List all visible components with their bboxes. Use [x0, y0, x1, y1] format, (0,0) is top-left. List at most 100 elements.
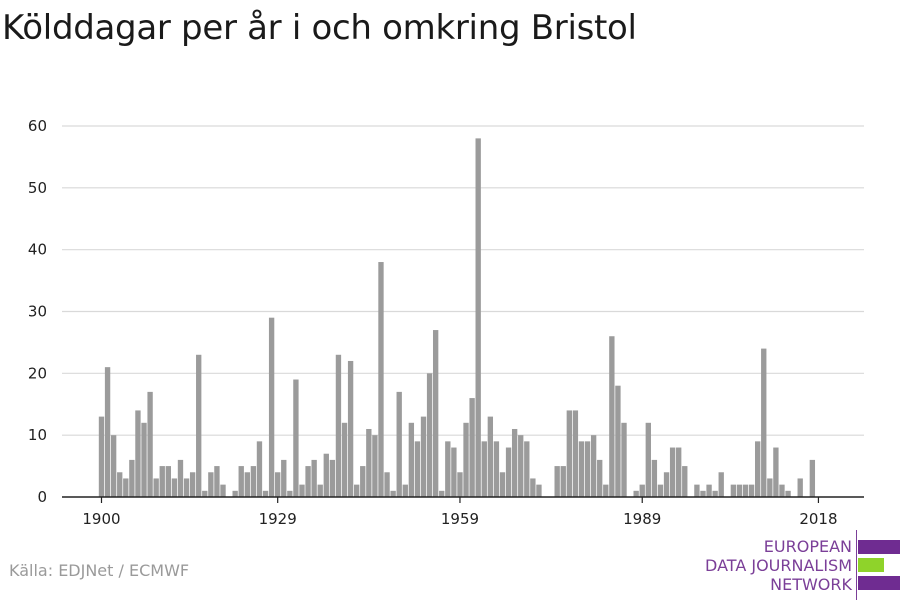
bar-2017: [809, 459, 816, 497]
bar-1925: [250, 466, 257, 497]
bar-1953: [420, 416, 427, 497]
bar-1981: [590, 435, 597, 497]
chart-title: Kölddagar per år i och omkring Bristol: [2, 8, 637, 48]
bar-1932: [293, 379, 299, 497]
source-note: Källa: EDJNet / ECMWF: [9, 561, 190, 580]
bar-1917: [202, 490, 208, 497]
y-tick-label-10: 10: [28, 426, 47, 444]
bar-1967: [505, 447, 512, 497]
bar-1943: [360, 466, 366, 497]
bar-1962: [475, 138, 481, 497]
bar-1994: [669, 447, 676, 497]
bar-1905: [129, 459, 135, 497]
logo-bar-green: [858, 558, 884, 572]
grid-lines: [62, 125, 864, 436]
bar-1929: [275, 472, 281, 497]
bar-2011: [773, 447, 779, 497]
bar-1937: [323, 453, 329, 497]
bar-1914: [183, 478, 190, 497]
x-tick-label-1959: 1959: [441, 510, 479, 528]
logo-text-european: EUROPEAN: [763, 537, 852, 556]
bar-1988: [633, 490, 639, 497]
y-tick-label-20: 20: [28, 364, 47, 382]
bar-1985: [615, 385, 621, 497]
bar-2000: [706, 484, 712, 497]
bar-1976: [560, 466, 566, 497]
bar-2007: [748, 484, 755, 497]
bar-1966: [499, 472, 506, 497]
bar-1970: [524, 441, 530, 497]
bar-2008: [755, 441, 761, 497]
bar-1977: [566, 410, 572, 497]
x-tick-labels: 1900 1929 1959 1989 2018: [82, 497, 838, 528]
bar-2009: [761, 348, 767, 497]
bar-1948: [390, 490, 396, 497]
bar-1920: [220, 484, 226, 497]
bar-1930: [281, 459, 287, 497]
logo-text-data-journalism: DATA JOURNALISM: [705, 556, 852, 575]
bar-1998: [694, 484, 700, 497]
bar-1911: [165, 466, 171, 497]
y-tick-label-60: 60: [28, 117, 47, 135]
bar-1964: [487, 416, 494, 497]
bar-1996: [682, 466, 688, 497]
bar-1990: [645, 422, 651, 497]
bar-1944: [366, 428, 372, 497]
logo-text-network: NETWORK: [770, 575, 852, 594]
bar-2005: [736, 484, 743, 497]
bar-1993: [663, 472, 670, 497]
bar-1915: [189, 472, 196, 497]
bar-1916: [196, 354, 202, 497]
bar-2001: [712, 490, 718, 497]
bar-1961: [469, 398, 475, 497]
bar-1939: [335, 354, 342, 497]
bar-1946: [378, 262, 384, 497]
bar-1933: [299, 484, 305, 497]
logo-bar-purple-bottom: [858, 576, 900, 590]
bar-1991: [651, 459, 658, 497]
bar-1995: [676, 447, 682, 497]
bar-1931: [287, 490, 293, 497]
bar-1983: [603, 484, 609, 497]
bar-1901: [104, 367, 111, 497]
bar-1919: [214, 466, 220, 497]
bar-1935: [311, 459, 317, 497]
bar-1923: [238, 466, 244, 497]
bar-1982: [597, 459, 603, 497]
bars: [98, 138, 816, 497]
bar-1924: [244, 472, 250, 497]
bar-1952: [414, 441, 421, 497]
bar-1960: [463, 422, 469, 497]
bar-1972: [536, 484, 542, 497]
bar-1908: [147, 391, 153, 497]
bar-1940: [341, 422, 348, 497]
bar-1927: [262, 490, 269, 497]
bar-1968: [511, 428, 518, 497]
bar-2015: [797, 478, 803, 497]
y-tick-labels: 0 10 20 30 40 50 60: [28, 117, 47, 506]
bar-1913: [177, 459, 184, 497]
x-tick-label-1989: 1989: [623, 510, 661, 528]
bar-1949: [396, 391, 402, 497]
bar-2004: [730, 484, 737, 497]
bar-1971: [530, 478, 536, 497]
bar-1910: [159, 466, 165, 497]
bar-1959: [457, 472, 463, 497]
bar-2006: [742, 484, 749, 497]
bar-1963: [481, 441, 487, 497]
bar-2012: [779, 484, 785, 497]
bar-1918: [208, 472, 214, 497]
bar-2010: [767, 478, 773, 497]
bar-1957: [445, 441, 451, 497]
bar-2013: [785, 490, 791, 497]
bar-1941: [347, 360, 354, 497]
bar-1947: [384, 472, 390, 497]
bar-1955: [432, 330, 439, 497]
bar-1945: [372, 435, 378, 497]
edjnet-logo: EUROPEAN DATA JOURNALISM NETWORK: [700, 530, 900, 600]
bar-1986: [621, 422, 627, 497]
bar-1928: [268, 317, 275, 497]
bar-1938: [329, 459, 336, 497]
bar-1999: [700, 490, 706, 497]
